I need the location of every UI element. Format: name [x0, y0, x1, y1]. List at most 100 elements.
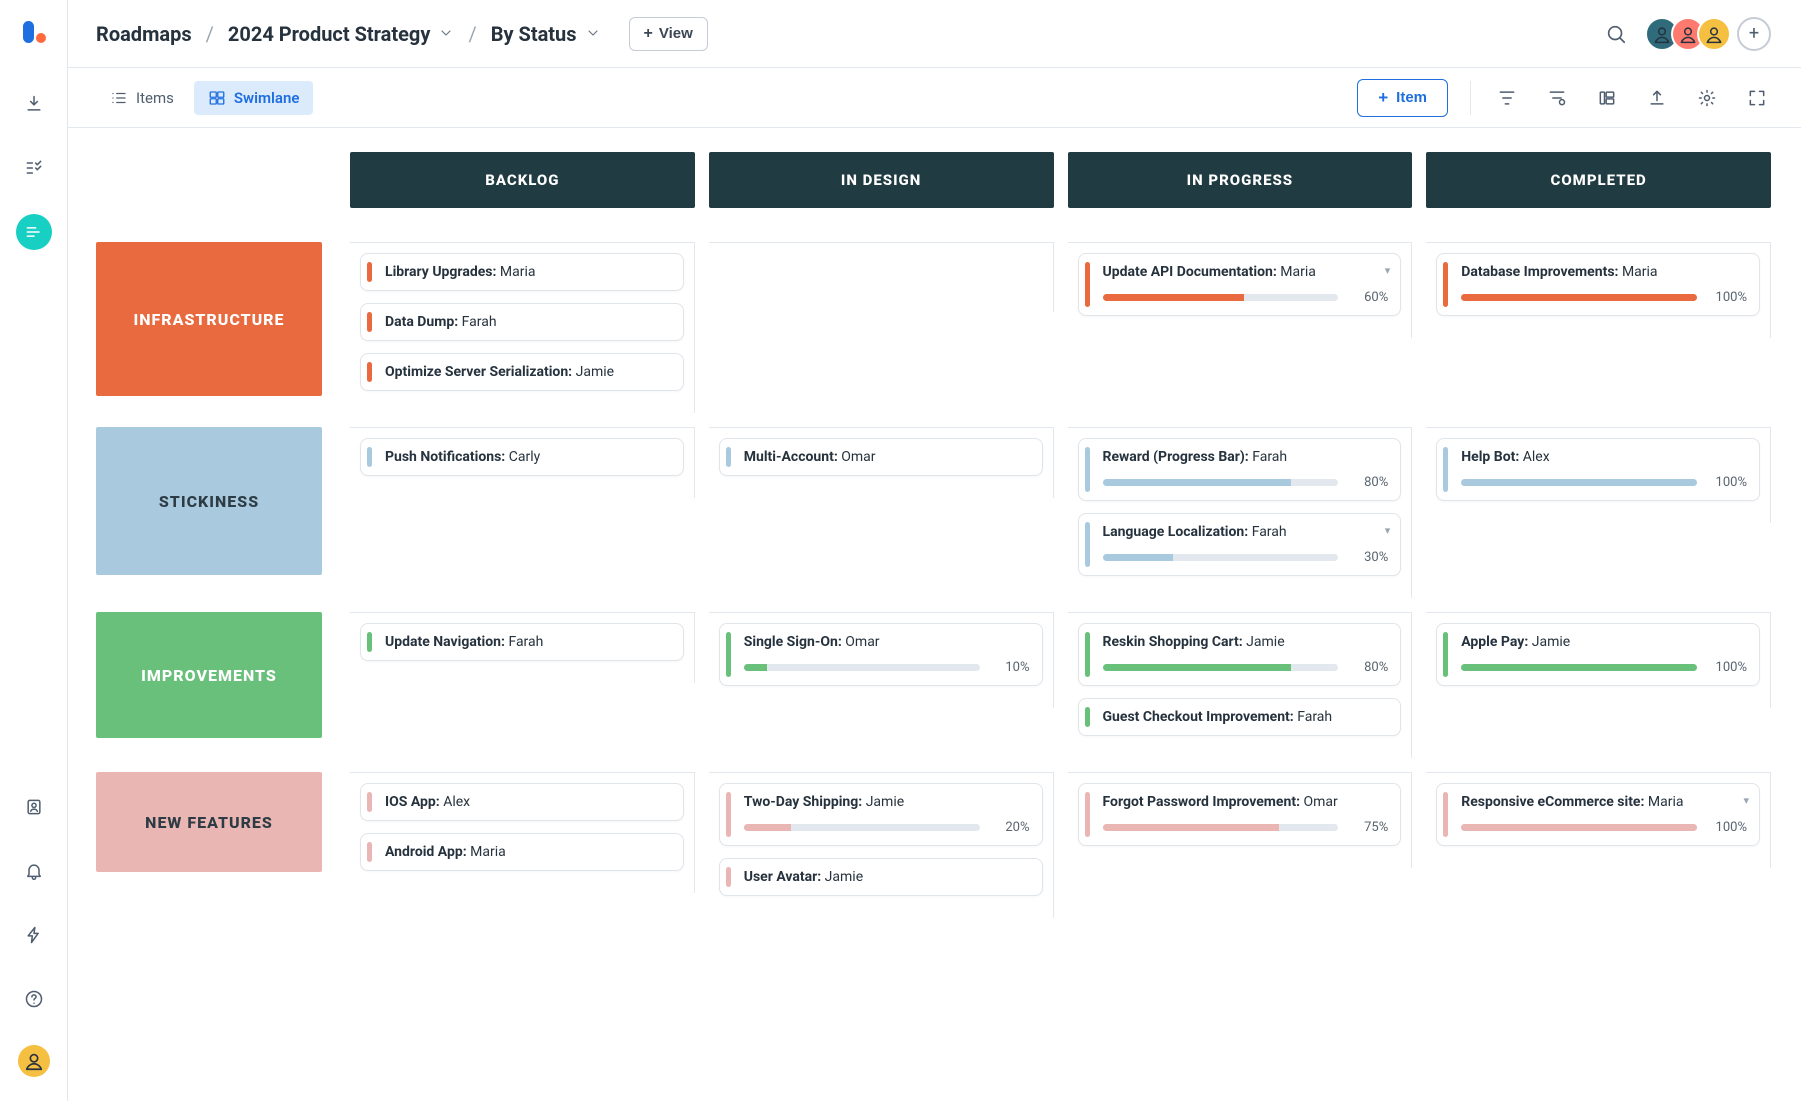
download-icon[interactable] [16, 86, 52, 122]
swimlane-board: BacklogIn DesignIn ProgressCompleted Infr… [96, 152, 1771, 918]
card[interactable]: IOS App: Alex [360, 783, 684, 821]
progress-row: 10% [734, 660, 1030, 675]
progress-pct: 30% [1348, 550, 1388, 565]
lane-header[interactable]: Infrastructure [96, 242, 322, 396]
filter-icon[interactable] [1493, 84, 1521, 112]
progress-bar [1461, 824, 1697, 831]
card[interactable]: User Avatar: Jamie [719, 858, 1043, 896]
card[interactable]: Apple Pay: Jamie100% [1436, 623, 1760, 686]
breadcrumb-label: By Status [491, 22, 577, 46]
lane-cell[interactable]: Apple Pay: Jamie100% [1426, 612, 1771, 708]
export-icon[interactable] [1643, 84, 1671, 112]
lane-cell[interactable]: IOS App: Alex Android App: Maria [350, 772, 695, 893]
lane-cell[interactable]: Reward (Progress Bar): Farah80%Language … [1068, 427, 1413, 598]
lane-cell[interactable]: Help Bot: Alex100% [1426, 427, 1771, 523]
progress-row: 60% [1093, 290, 1389, 305]
help-icon[interactable] [16, 981, 52, 1017]
card[interactable]: Push Notifications: Carly [360, 438, 684, 476]
lane-cell[interactable]: Push Notifications: Carly [350, 427, 695, 498]
avatar[interactable] [1697, 17, 1731, 51]
add-item-button[interactable]: + Item [1357, 79, 1448, 117]
card-title: Apple Pay: Jamie [1451, 634, 1747, 650]
breadcrumb-view[interactable]: By Status [491, 22, 601, 46]
lane-cell[interactable]: Single Sign-On: Omar10% [709, 612, 1054, 708]
column-header[interactable]: Backlog [350, 152, 695, 208]
column-header[interactable]: In Design [709, 152, 1054, 208]
progress-bar [744, 824, 980, 831]
lane-header[interactable]: Stickiness [96, 427, 322, 575]
card[interactable]: Single Sign-On: Omar10% [719, 623, 1043, 686]
caret-down-icon[interactable]: ▾ [1743, 794, 1749, 807]
bolt-icon[interactable] [16, 917, 52, 953]
card[interactable]: Multi-Account: Omar [719, 438, 1043, 476]
refresh-icon[interactable] [1543, 84, 1571, 112]
tab-items[interactable]: Items [96, 81, 188, 115]
view-tabs: Items Swimlane [96, 81, 313, 115]
card-assignee: Omar [1304, 794, 1338, 810]
add-item-label: Item [1396, 89, 1427, 106]
user-avatar[interactable] [18, 1045, 50, 1077]
search-icon[interactable] [1601, 19, 1631, 49]
column-header[interactable]: In Progress [1068, 152, 1413, 208]
breadcrumb-project[interactable]: 2024 Product Strategy [228, 22, 455, 46]
progress-bar [1103, 479, 1339, 486]
card[interactable]: Guest Checkout Improvement: Farah [1078, 698, 1402, 736]
card[interactable]: Update API Documentation: Maria▾60% [1078, 253, 1402, 316]
add-view-button[interactable]: + View [629, 17, 708, 51]
card-assignee: Farah [1297, 709, 1332, 725]
lane-cell[interactable]: Multi-Account: Omar [709, 427, 1054, 498]
progress-row: 100% [1451, 820, 1747, 835]
lane-cell[interactable]: Update Navigation: Farah [350, 612, 695, 683]
lane-cell[interactable]: Two-Day Shipping: Jamie20% User Avatar: J… [709, 772, 1054, 918]
lane-cell[interactable]: Database Improvements: Maria100% [1426, 242, 1771, 338]
progress-bar [1103, 664, 1339, 671]
lane-header-cell: Infrastructure [96, 242, 336, 396]
card[interactable]: Language Localization: Farah▾30% [1078, 513, 1402, 576]
progress-row: 80% [1093, 475, 1389, 490]
card[interactable]: Optimize Server Serialization: Jamie [360, 353, 684, 391]
caret-down-icon[interactable]: ▾ [1385, 264, 1391, 277]
card-title: Database Improvements: Maria [1451, 264, 1747, 280]
app-logo[interactable] [20, 18, 48, 46]
card[interactable]: Android App: Maria [360, 833, 684, 871]
breadcrumb-sep: / [468, 22, 476, 46]
tab-swimlane[interactable]: Swimlane [194, 81, 314, 115]
progress-pct: 100% [1707, 475, 1747, 490]
fullscreen-icon[interactable] [1743, 84, 1771, 112]
caret-down-icon[interactable]: ▾ [1385, 524, 1391, 537]
lane-cell[interactable]: Responsive eCommerce site: Maria▾100% [1426, 772, 1771, 868]
lane-cell[interactable]: Library Upgrades: Maria Data Dump: Farah O… [350, 242, 695, 413]
lane-header[interactable]: New Features [96, 772, 322, 872]
lane-cell[interactable]: Update API Documentation: Maria▾60% [1068, 242, 1413, 338]
roadmap-icon[interactable] [16, 214, 52, 250]
lane-cell[interactable] [709, 242, 1054, 312]
column-header[interactable]: Completed [1426, 152, 1771, 208]
progress-row: 80% [1093, 660, 1389, 675]
card[interactable]: Responsive eCommerce site: Maria▾100% [1436, 783, 1760, 846]
lane-cell[interactable]: Reskin Shopping Cart: Jamie 80% Guest Chec… [1068, 612, 1413, 758]
card[interactable]: Forgot Password Improvement: Omar75% [1078, 783, 1402, 846]
layout-icon[interactable] [1593, 84, 1621, 112]
card-title: Multi-Account: Omar [734, 449, 1030, 465]
card-title: Library Upgrades: Maria [375, 264, 671, 280]
add-collaborator-button[interactable]: + [1737, 17, 1771, 51]
card[interactable]: Data Dump: Farah [360, 303, 684, 341]
grid-corner [96, 152, 336, 208]
checklist-icon[interactable] [16, 150, 52, 186]
lane-header[interactable]: Improvements [96, 612, 322, 738]
breadcrumb-root[interactable]: Roadmaps [96, 22, 192, 46]
card[interactable]: Library Upgrades: Maria [360, 253, 684, 291]
card[interactable]: Update Navigation: Farah [360, 623, 684, 661]
card-assignee: Maria [1280, 264, 1316, 280]
lane-cell[interactable]: Forgot Password Improvement: Omar75% [1068, 772, 1413, 868]
card[interactable]: Database Improvements: Maria100% [1436, 253, 1760, 316]
card-title: Reskin Shopping Cart: Jamie [1093, 634, 1389, 650]
lane-header-cell: New Features [96, 772, 336, 872]
gear-icon[interactable] [1693, 84, 1721, 112]
card[interactable]: Reskin Shopping Cart: Jamie 80% [1078, 623, 1402, 686]
bell-icon[interactable] [16, 853, 52, 889]
card[interactable]: Two-Day Shipping: Jamie20% [719, 783, 1043, 846]
card[interactable]: Reward (Progress Bar): Farah80% [1078, 438, 1402, 501]
contacts-icon[interactable] [16, 789, 52, 825]
card[interactable]: Help Bot: Alex100% [1436, 438, 1760, 501]
